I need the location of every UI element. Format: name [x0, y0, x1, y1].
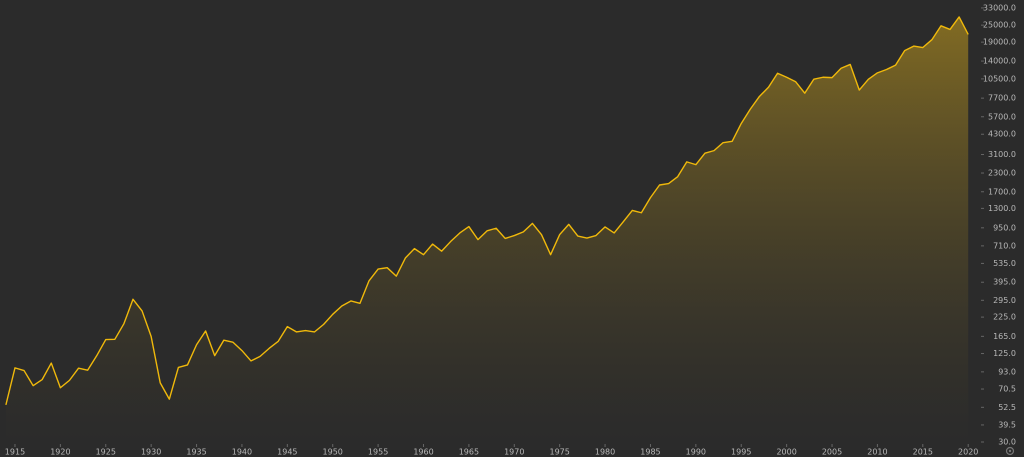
y-tick-label: 125.0	[993, 349, 1016, 358]
x-tick-label: 1930	[141, 448, 161, 457]
y-tick-label: 165.0	[993, 332, 1016, 341]
x-tick-label: 1975	[549, 448, 569, 457]
x-tick-label: 1935	[186, 448, 206, 457]
x-tick-label: 1965	[459, 448, 479, 457]
y-tick-label: 70.5	[998, 385, 1016, 394]
y-tick-label: 7700.0	[988, 94, 1016, 103]
y-tick-label: 3100.0	[988, 150, 1016, 159]
y-tick-label: 2300.0	[988, 169, 1016, 178]
y-tick-label: 30.0	[998, 438, 1016, 447]
area-fill	[5, 16, 969, 443]
y-tick-label: 93.0	[998, 367, 1016, 376]
line	[5, 16, 969, 406]
x-tick-label: 1920	[50, 448, 70, 457]
x-tick-label: 2010	[867, 448, 887, 457]
y-tick-label: 19000.0	[983, 38, 1016, 47]
x-tick-label: 1955	[368, 448, 388, 457]
y-tick-label: 950.0	[993, 223, 1016, 232]
y-tick-label: 225.0	[993, 313, 1016, 322]
y-tick-label: 1700.0	[988, 187, 1016, 196]
y-tick-label: 10500.0	[983, 74, 1016, 83]
y-tick-label: 1300.0	[988, 204, 1016, 213]
x-tick-label: 1995	[731, 448, 751, 457]
y-tick-label: 295.0	[993, 296, 1016, 305]
y-tick-label: 33000.0	[983, 3, 1016, 12]
settings-icon[interactable]	[1005, 446, 1015, 456]
x-tick-label: 2020	[958, 448, 978, 457]
y-tick-label: 710.0	[993, 241, 1016, 250]
y-tick-label: 25000.0	[983, 21, 1016, 30]
y-tick-label: 39.5	[998, 420, 1016, 429]
x-tick-label: 1980	[595, 448, 615, 457]
x-tick-label: 2015	[913, 448, 933, 457]
y-tick-label: 4300.0	[988, 130, 1016, 139]
x-tick-label: 1960	[413, 448, 433, 457]
y-tick-label: 52.5	[998, 403, 1016, 412]
y-tick-label: 535.0	[993, 259, 1016, 268]
y-tick-label: 5700.0	[988, 112, 1016, 121]
x-tick-label: 1915	[5, 448, 25, 457]
y-tick-label: 14000.0	[983, 57, 1016, 66]
x-tick-label: 1945	[277, 448, 297, 457]
x-tick-label: 1950	[323, 448, 343, 457]
x-tick-label: 1990	[686, 448, 706, 457]
y-tick-label: 395.0	[993, 278, 1016, 287]
x-tick-label: 1925	[96, 448, 116, 457]
x-tick-label: 1970	[504, 448, 524, 457]
x-tick-label: 2005	[822, 448, 842, 457]
x-tick-label: 1985	[640, 448, 660, 457]
x-tick-label: 2000	[776, 448, 796, 457]
x-tick-label: 1940	[232, 448, 252, 457]
